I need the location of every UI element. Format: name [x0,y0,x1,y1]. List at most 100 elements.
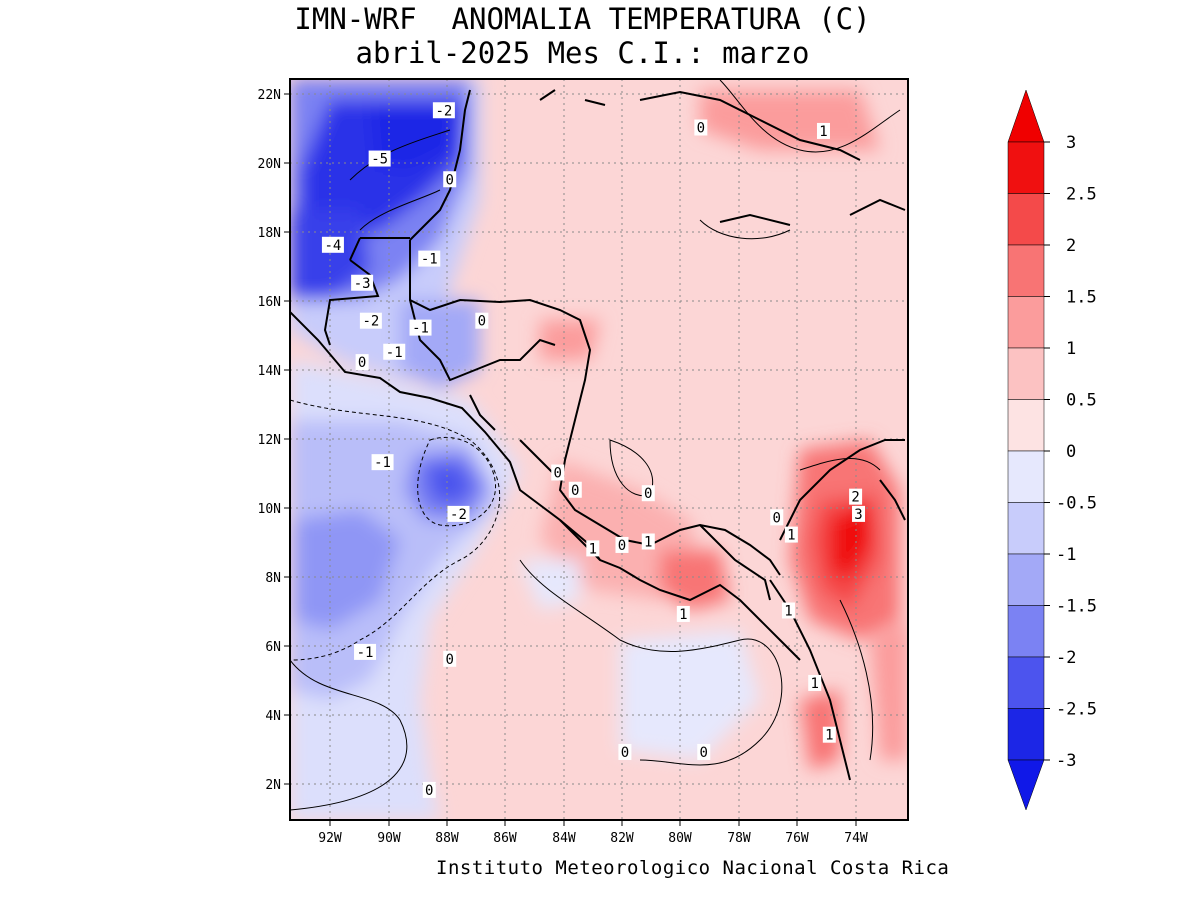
colorbar-max-arrow [1007,89,1045,143]
svg-text:-4: -4 [324,238,341,254]
colorbar-box [1007,450,1045,503]
svg-text:1: 1 [811,676,819,692]
svg-text:0: 0 [358,355,366,371]
lon-label: 82W [610,831,634,846]
svg-text:1: 1 [784,604,792,620]
lat-label: 8N [265,571,281,586]
lon-label: 80W [668,831,692,846]
colorbar-box [1007,502,1045,555]
map-grid [290,79,908,820]
svg-text:-1: -1 [412,321,429,337]
svg-text:0: 0 [644,486,652,502]
contour-label: 0 [770,509,784,526]
lat-label: 10N [258,502,281,517]
anomaly-field [290,79,908,820]
svg-text:2: 2 [851,490,859,506]
axis-ticks [284,93,857,826]
lat-label: 12N [258,433,281,448]
contour-lines [290,79,901,811]
contour-label: 0 [615,536,629,554]
lon-label: 76W [785,831,809,846]
colorbar-label: 3 [1066,133,1076,153]
contour-label: -2 [447,505,470,523]
svg-text:0: 0 [446,652,454,668]
svg-text:0: 0 [618,538,626,554]
colorbar-box [1007,605,1045,658]
colorbar-box [1007,553,1045,606]
contour-label: 1 [784,526,798,544]
colorbar-label: 0 [1066,442,1076,462]
svg-text:-1: -1 [357,645,374,661]
contour-label: 0 [443,650,457,668]
svg-text:-2: -2 [435,103,452,119]
contour-label: -2 [432,102,455,119]
svg-text:-1: -1 [386,345,403,361]
contour-label: 0 [568,481,582,499]
svg-text:0: 0 [700,745,708,761]
contour-label: 2 [849,488,863,506]
colorbar-label: -0.5 [1056,494,1097,514]
svg-text:-2: -2 [450,507,467,523]
svg-text:1: 1 [787,528,795,544]
colorbar: 3 2.5 2 1.5 1 0.5 0 -0.5 -1 -1.5 -2 -2.5 -3 [1007,89,1097,811]
svg-text:0: 0 [773,510,781,526]
svg-text:-1: -1 [421,252,438,268]
svg-text:-1: -1 [374,455,391,471]
coastlines [290,89,906,781]
svg-text:0: 0 [554,466,562,482]
lat-label: 14N [258,364,281,379]
contour-label: -1 [383,343,406,361]
lon-label: 92W [318,831,342,846]
colorbar-box [1007,296,1045,349]
colorbar-boxes [1007,141,1045,761]
map-title-line1: IMN-WRF ANOMALIA TEMPERATURA (C) [294,2,871,36]
colorbar-label: 0.5 [1066,391,1097,411]
svg-text:1: 1 [644,535,652,551]
contour-label: -4 [321,236,344,254]
contour-label: 1 [641,533,655,551]
contour-label: -1 [354,643,377,661]
colorbar-label: -1.5 [1056,597,1097,617]
contour-label: 0 [422,781,436,799]
svg-text:1: 1 [819,124,827,140]
svg-text:-3: -3 [354,276,371,292]
colorbar-box [1007,347,1045,400]
footer-credit: Instituto Meteorologico Nacional Costa R… [436,857,950,879]
contour-label: 0 [551,464,565,482]
contour-label: -3 [351,274,374,292]
svg-text:1: 1 [825,728,833,744]
colorbar-label: 2.5 [1066,185,1097,205]
svg-text:-5: -5 [371,152,388,168]
lat-label: 2N [265,778,281,793]
contour-label: 0 [475,312,489,330]
colorbar-label: 1 [1066,339,1076,359]
colorbar-label: 2 [1066,236,1076,256]
contour-label: 0 [355,354,369,371]
longitude-labels: 92W 90W 88W 86W 84W 82W 80W 78W 76W 74W [318,831,868,846]
svg-text:0: 0 [571,483,579,499]
svg-text:1: 1 [589,541,597,557]
lat-label: 22N [258,88,281,103]
svg-text:1: 1 [679,607,687,623]
contour-label: -1 [418,250,441,268]
contour-label: -5 [368,150,391,168]
contour-label: 0 [443,171,457,188]
svg-text:-2: -2 [362,314,379,330]
lat-label: 16N [258,295,281,310]
svg-text:0: 0 [478,314,486,330]
colorbar-labels: 3 2.5 2 1.5 1 0.5 0 -0.5 -1 -1.5 -2 -2.5 -3 [1044,133,1097,771]
svg-text:0: 0 [425,783,433,799]
lat-label: 6N [265,640,281,655]
lon-label: 78W [727,831,751,846]
colorbar-box [1007,399,1045,452]
contour-label: -1 [409,319,432,337]
colorbar-box [1007,656,1045,709]
svg-text:0: 0 [621,745,629,761]
lon-label: 74W [844,831,868,846]
colorbar-label: -3 [1056,751,1076,771]
lon-label: 84W [552,831,576,846]
colorbar-label: -2 [1056,648,1076,668]
lat-label: 18N [258,226,281,241]
contour-label: 1 [586,540,600,557]
lon-label: 90W [377,831,401,846]
